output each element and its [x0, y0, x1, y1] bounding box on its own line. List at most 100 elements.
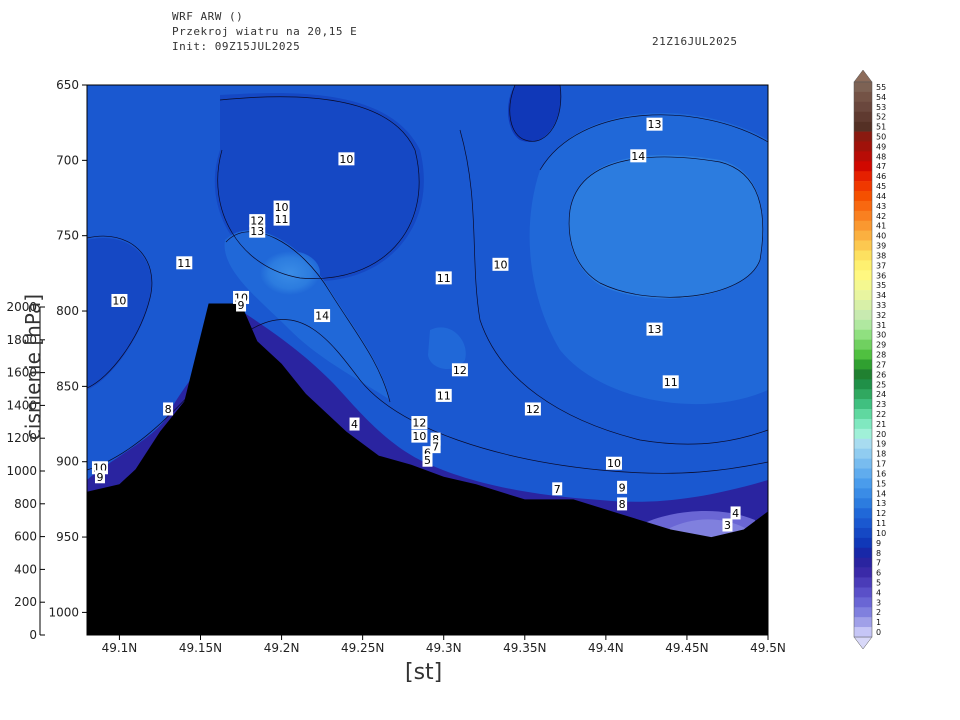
contour-label: 13	[249, 224, 266, 238]
header-model: WRF ARW ()	[172, 10, 244, 23]
colorbar-swatch	[854, 200, 872, 212]
contour-label-box	[492, 257, 509, 271]
contour-label-text: 13	[648, 323, 662, 336]
contour-label-text: 8	[432, 433, 439, 446]
wind-field-band-9	[508, 85, 561, 142]
colorbar-label: 18	[876, 450, 886, 459]
contour-label-box	[524, 402, 541, 416]
contour-label-text: 10	[607, 457, 621, 470]
contour-label-box	[451, 363, 468, 377]
colorbar-label: 1	[876, 618, 881, 627]
contour-label-text: 8	[165, 403, 172, 416]
colorbar-swatch	[854, 82, 872, 93]
contour-label: 10	[273, 200, 290, 214]
contour-label-text: 9	[238, 299, 245, 312]
colorbar-label: 26	[876, 370, 886, 379]
contour-label-box	[94, 470, 105, 484]
contour-label-box	[646, 322, 663, 336]
colorbar-swatch	[854, 508, 872, 519]
contour-label: 10	[605, 456, 622, 470]
contour-label: 9	[617, 480, 628, 494]
contour-label-text: 11	[664, 376, 678, 389]
colorbar-label: 4	[876, 588, 881, 597]
contour-label-text: 11	[437, 389, 451, 402]
x-tick-label: 49.15N	[179, 641, 222, 655]
colorbar-label: 6	[876, 569, 881, 578]
contour-label: 5	[422, 453, 433, 467]
contour-label-box	[111, 293, 128, 307]
contour-label-box	[249, 224, 266, 238]
colorbar-swatch	[854, 171, 872, 182]
contour-label: 3	[722, 518, 733, 532]
contour-label-text: 12	[453, 364, 467, 377]
x-tick-label: 49.4N	[588, 641, 624, 655]
y-tick-label: 900	[56, 455, 79, 469]
contour-label-box	[176, 256, 193, 270]
contour-label-box	[273, 212, 290, 226]
colorbar-swatch	[854, 270, 872, 281]
contour-label-box	[605, 456, 622, 470]
height-tick-label: 200	[14, 595, 37, 609]
colorbar-swatch	[854, 428, 872, 440]
colorbar-swatch	[854, 300, 872, 311]
contour-label: 10	[411, 429, 428, 443]
colorbar-label: 48	[876, 152, 886, 161]
contour-label-box	[630, 149, 647, 163]
x-tick-label: 49.35N	[503, 641, 546, 655]
colorbar-label: 9	[876, 539, 881, 548]
colorbar-label: 15	[876, 479, 886, 488]
colorbar-label: 53	[876, 103, 886, 112]
contour-label: 12	[451, 363, 468, 377]
colorbar-label: 17	[876, 460, 886, 469]
contour-label: 14	[630, 149, 647, 163]
colorbar-swatch	[854, 309, 872, 321]
colorbar-arrow-bottom	[853, 636, 873, 650]
contour-label-text: 12	[526, 403, 540, 416]
contour-label-text: 4	[351, 418, 358, 431]
colorbar-swatch	[854, 478, 872, 489]
colorbar-swatch	[854, 319, 872, 331]
contour-label-text: 10	[339, 153, 353, 166]
colorbar-swatch	[854, 121, 872, 132]
contour-label: 13	[646, 117, 663, 131]
colorbar-swatch	[854, 220, 872, 231]
colorbar-label: 2	[876, 608, 881, 617]
contour-label-text: 13	[648, 118, 662, 131]
contour-label-box	[617, 480, 628, 494]
contour-label: 11	[435, 388, 452, 402]
height-tick-label: 1200	[6, 431, 37, 445]
y-tick-label: 1000	[48, 605, 79, 619]
colorbar-label: 35	[876, 281, 886, 290]
colorbar-swatch	[854, 617, 872, 628]
contour-label-text: 7	[554, 483, 561, 496]
y-tick-label: 750	[56, 229, 79, 243]
contour-label-text: 8	[619, 498, 626, 511]
colorbar-swatch	[854, 141, 872, 152]
contour-label-box	[430, 440, 441, 454]
height-tick-label: 2000	[6, 300, 37, 314]
colorbar-label: 21	[876, 420, 886, 429]
colorbar-label: 37	[876, 261, 886, 270]
contour-label: 9	[236, 298, 247, 312]
colorbar-label: 29	[876, 341, 886, 350]
height-tick-label: 1400	[6, 398, 37, 412]
colorbar-label: 41	[876, 222, 886, 231]
contour-label-text: 6	[424, 447, 431, 460]
contour-label-text: 7	[432, 441, 439, 454]
contour-label: 10	[338, 152, 355, 166]
contour-label-box	[435, 271, 452, 285]
contour-label: 6	[422, 446, 433, 460]
colorbar-swatch	[854, 369, 872, 380]
contour-label: 11	[176, 256, 193, 270]
wind-field-band-12b	[428, 327, 466, 370]
colorbar-label: 30	[876, 331, 886, 340]
contour-label: 9	[94, 470, 105, 484]
contour-label-box	[722, 518, 733, 532]
colorbar-swatch	[854, 587, 872, 598]
colorbar-label: 52	[876, 113, 886, 122]
colorbar-label: 27	[876, 360, 886, 369]
colorbar-label: 19	[876, 440, 886, 449]
colorbar-label: 11	[876, 519, 886, 528]
colorbar-swatch	[854, 349, 872, 360]
contour-label: 10	[111, 293, 128, 307]
